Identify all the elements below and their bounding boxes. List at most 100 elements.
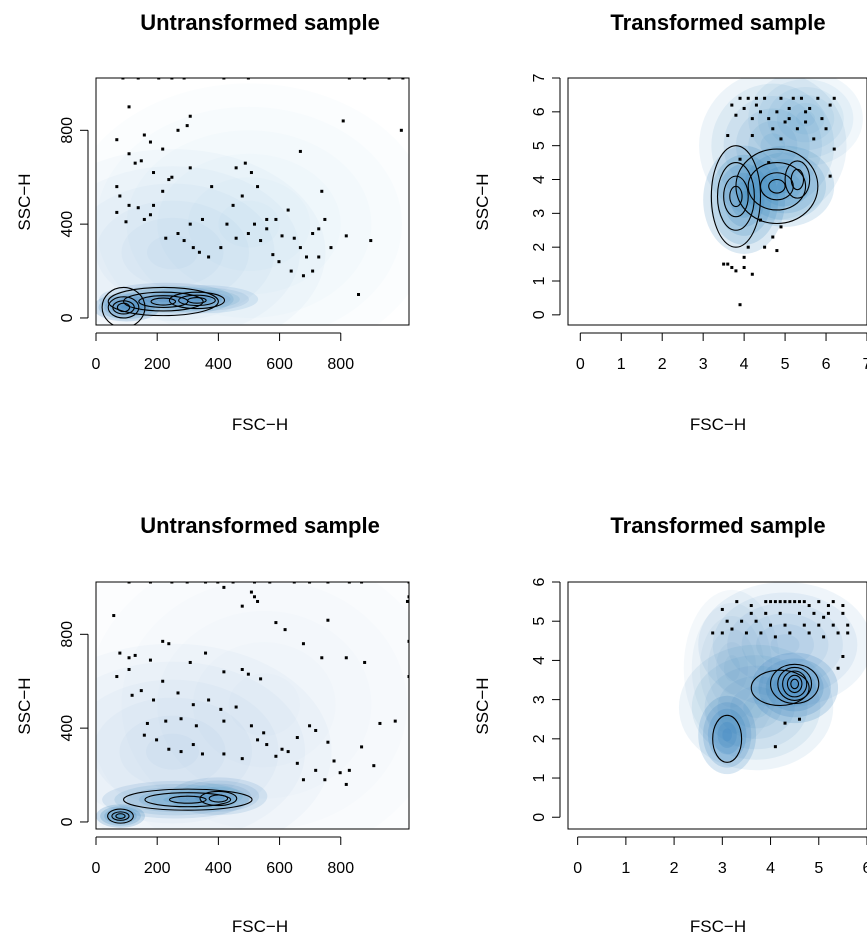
data-point bbox=[347, 582, 351, 584]
contour-line bbox=[122, 788, 253, 811]
data-point bbox=[720, 607, 724, 611]
data-point bbox=[820, 117, 824, 121]
data-point bbox=[142, 733, 146, 737]
data-point bbox=[841, 654, 845, 658]
data-point bbox=[711, 631, 715, 635]
data-point bbox=[164, 719, 168, 723]
density-blob bbox=[748, 120, 798, 171]
data-point bbox=[812, 611, 816, 615]
data-point bbox=[136, 206, 140, 210]
density-blob bbox=[770, 634, 800, 656]
data-point bbox=[222, 78, 226, 80]
data-point bbox=[234, 166, 238, 170]
contour-line bbox=[747, 162, 807, 211]
data-point bbox=[338, 771, 342, 775]
density-blob bbox=[104, 808, 137, 824]
data-point bbox=[767, 161, 771, 165]
x-tick-label: 2 bbox=[658, 356, 667, 373]
data-point bbox=[167, 642, 171, 646]
data-point bbox=[170, 582, 174, 584]
data-point bbox=[831, 600, 835, 604]
data-point bbox=[783, 600, 787, 604]
data-point bbox=[225, 222, 229, 226]
plot-frame bbox=[95, 581, 410, 830]
data-point bbox=[320, 189, 324, 193]
data-point bbox=[783, 120, 787, 124]
data-point bbox=[277, 260, 281, 264]
data-point bbox=[311, 269, 315, 273]
data-point bbox=[222, 585, 226, 589]
data-point bbox=[778, 600, 782, 604]
data-point bbox=[115, 185, 119, 189]
data-point bbox=[246, 672, 250, 676]
data-point bbox=[207, 698, 211, 702]
data-point bbox=[329, 246, 333, 250]
data-point bbox=[301, 642, 305, 646]
data-point bbox=[191, 743, 195, 747]
data-point bbox=[142, 133, 146, 137]
data-point bbox=[759, 218, 763, 222]
data-point bbox=[265, 217, 269, 221]
data-point bbox=[148, 658, 152, 662]
panel-title: Untransformed sample bbox=[140, 513, 380, 538]
data-point bbox=[824, 127, 828, 131]
data-point bbox=[130, 693, 134, 697]
data-point bbox=[170, 175, 174, 179]
data-point bbox=[152, 203, 156, 207]
data-point bbox=[763, 245, 767, 249]
x-tick-label: 3 bbox=[718, 860, 727, 877]
data-point bbox=[161, 639, 165, 643]
data-point bbox=[127, 105, 131, 109]
x-tick-label: 600 bbox=[266, 860, 293, 877]
y-tick-label: 400 bbox=[59, 715, 76, 742]
x-tick-label: 3 bbox=[699, 356, 708, 373]
data-point bbox=[246, 78, 250, 80]
data-point bbox=[280, 234, 284, 238]
x-tick-label: 200 bbox=[144, 860, 171, 877]
data-point bbox=[185, 124, 189, 128]
data-point bbox=[127, 582, 131, 584]
data-point bbox=[407, 675, 409, 679]
x-tick-label: 200 bbox=[144, 356, 171, 373]
y-tick-label: 1 bbox=[531, 276, 548, 285]
density-blob bbox=[730, 686, 782, 729]
data-point bbox=[127, 656, 131, 660]
data-point bbox=[210, 185, 214, 189]
contour-line bbox=[782, 670, 808, 698]
data-point bbox=[176, 232, 180, 236]
data-point bbox=[788, 631, 792, 635]
y-tick-label: 4 bbox=[531, 175, 548, 184]
x-tick-label: 6 bbox=[822, 356, 831, 373]
density-blob bbox=[699, 615, 765, 721]
data-point bbox=[399, 128, 403, 132]
contour-line bbox=[144, 792, 232, 808]
density-blob bbox=[163, 796, 188, 803]
data-point bbox=[773, 600, 777, 604]
data-point bbox=[771, 127, 775, 131]
y-tick-label: 6 bbox=[531, 577, 548, 586]
contour-line bbox=[107, 808, 134, 824]
data-point bbox=[271, 253, 275, 257]
data-point bbox=[405, 599, 409, 603]
density-blob bbox=[709, 154, 779, 245]
data-point bbox=[360, 745, 364, 749]
density-blob bbox=[727, 602, 843, 687]
data-point bbox=[204, 651, 208, 655]
density-blob bbox=[678, 644, 834, 771]
data-point bbox=[200, 752, 204, 756]
data-point bbox=[787, 106, 791, 110]
data-point bbox=[726, 262, 730, 266]
y-axis-label: SSC−H bbox=[473, 677, 492, 734]
data-point bbox=[179, 717, 183, 721]
data-point bbox=[822, 615, 826, 619]
data-point bbox=[369, 239, 373, 243]
data-point bbox=[191, 703, 195, 707]
data-point bbox=[750, 134, 754, 138]
y-tick-label: 1 bbox=[531, 773, 548, 782]
x-tick-label: 7 bbox=[863, 356, 867, 373]
data-point bbox=[393, 719, 397, 723]
y-axis-label: SSC−H bbox=[473, 173, 492, 230]
contour-line bbox=[768, 178, 786, 194]
plot-area: 0 200 400 600 800 0 400 800 bbox=[59, 77, 410, 373]
data-point bbox=[738, 157, 742, 161]
